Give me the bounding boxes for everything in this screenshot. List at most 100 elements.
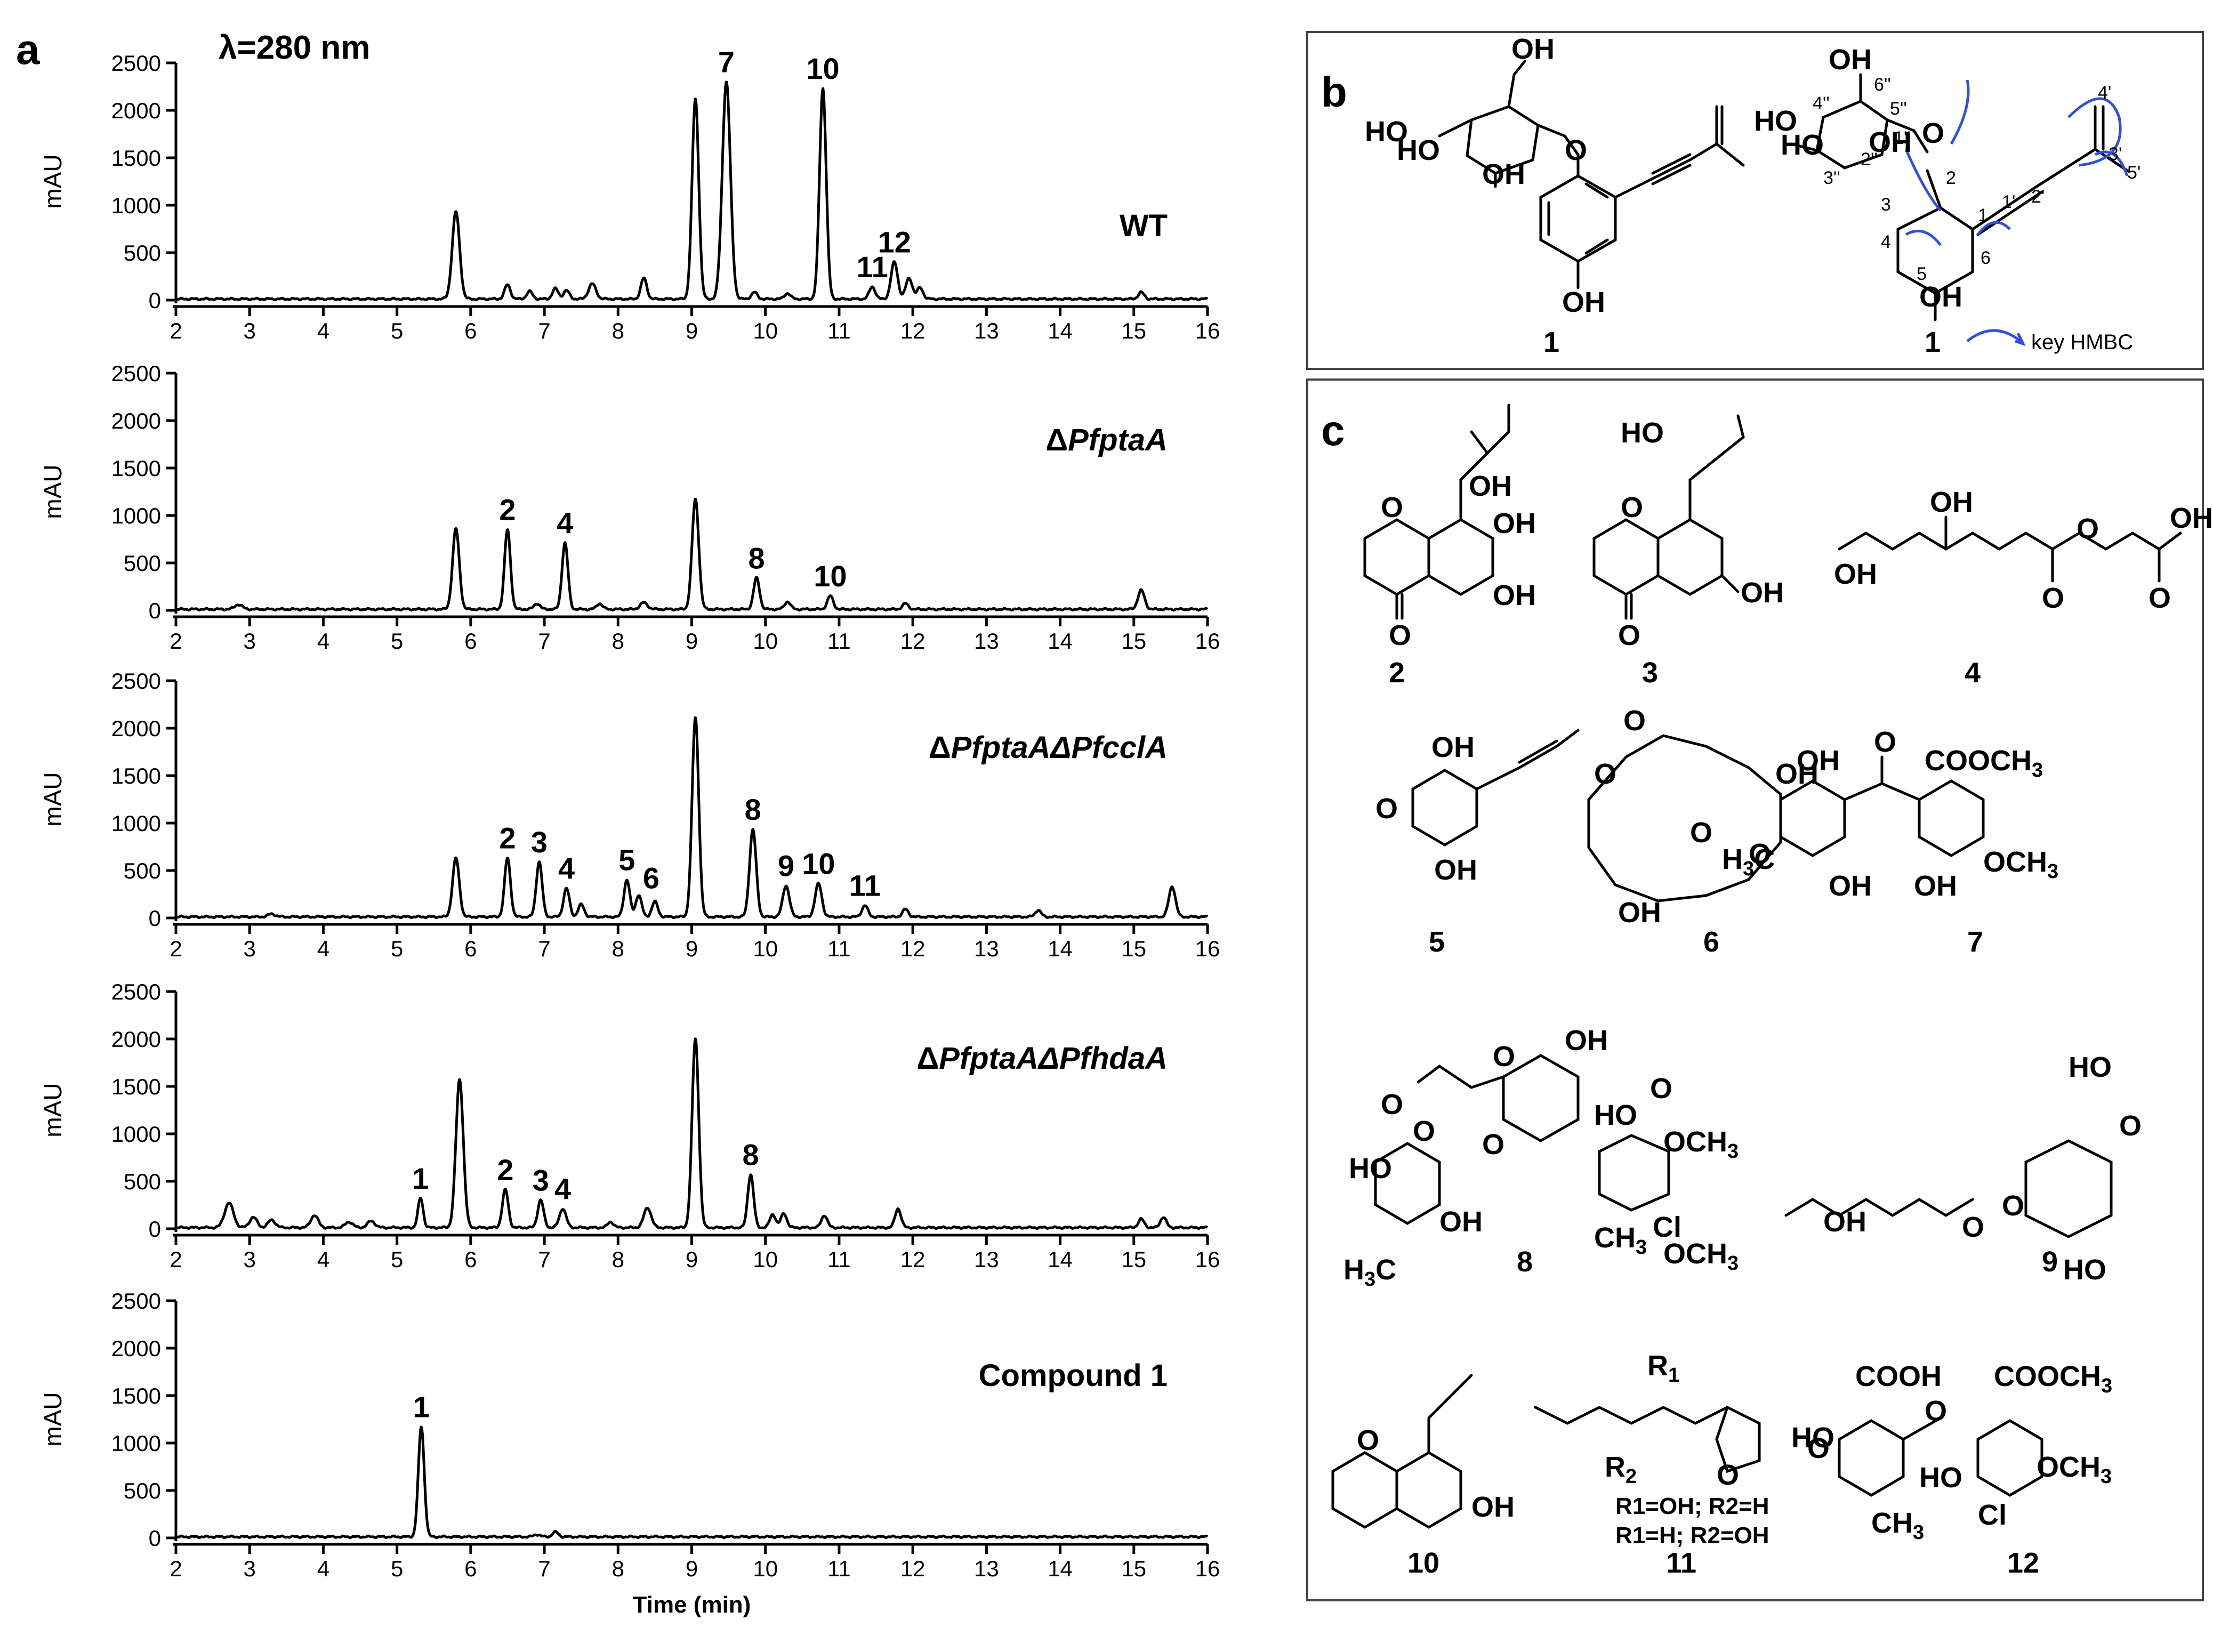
- svg-text:CH3: CH3: [1594, 1222, 1647, 1259]
- y-tick-label: 2000: [111, 1336, 161, 1361]
- svg-text:O: O: [1375, 793, 1398, 825]
- panel-c-box: [1306, 378, 2204, 1601]
- x-tick-label: 13: [974, 318, 999, 343]
- y-tick-label: 1000: [111, 503, 161, 528]
- svg-text:OH: OH: [1434, 854, 1477, 886]
- x-tick-label: 6: [464, 1556, 477, 1581]
- structure-1-right: [1790, 73, 2129, 321]
- svg-text:O: O: [1717, 1459, 1739, 1491]
- x-tick-label: 7: [538, 1247, 550, 1272]
- svg-text:4'': 4'': [1813, 93, 1830, 114]
- svg-text:R1: R1: [1647, 1350, 1679, 1387]
- peak-label: 10: [814, 559, 847, 593]
- peak-label: 10: [806, 52, 839, 85]
- x-tick-label: 12: [900, 1247, 926, 1272]
- x-tick-label: 7: [538, 936, 550, 961]
- svg-text:OCH3: OCH3: [1983, 846, 2058, 883]
- svg-text:1: 1: [1978, 205, 1988, 225]
- trace-line: [175, 80, 1209, 302]
- x-tick-label: 14: [1048, 318, 1073, 343]
- x-tick-label: 9: [686, 1247, 698, 1272]
- y-tick-label: 2500: [111, 1288, 161, 1313]
- svg-text:OH: OH: [1829, 870, 1872, 902]
- x-axis-label: Time (min): [633, 1592, 751, 1618]
- y-tick-label: 500: [124, 240, 161, 265]
- svg-text:HO: HO: [2069, 1051, 2112, 1083]
- compound-1-left-number: 1: [1543, 326, 1559, 358]
- compound-9-number: 9: [2042, 1246, 2058, 1278]
- svg-text:OH: OH: [1741, 577, 1784, 609]
- x-tick-label: 8: [612, 1247, 624, 1272]
- x-tick-label: 13: [974, 936, 999, 961]
- x-tick-label: 6: [464, 936, 477, 961]
- peak-label: 2: [497, 1153, 513, 1187]
- compound-6-number: 6: [1703, 926, 1719, 958]
- peak-label: 5: [618, 843, 635, 877]
- x-tick-label: 12: [900, 936, 926, 961]
- svg-text:O: O: [1962, 1211, 1984, 1243]
- structures-c-labels: OH OH OH O O 2 HO O O OH 3 OH OH O O O O…: [1343, 417, 2213, 1579]
- trace-title: ΔPfptaA: [1045, 423, 1168, 457]
- svg-text:OH: OH: [1493, 507, 1536, 539]
- peak-label: 9: [778, 849, 794, 882]
- structures-c-bonds: [1331, 404, 2182, 1529]
- svg-text:O: O: [1690, 817, 1712, 849]
- svg-text:4': 4': [2098, 83, 2111, 103]
- y-tick-label: 2500: [111, 51, 161, 76]
- x-tick-label: 4: [317, 1247, 329, 1272]
- x-tick-label: 3: [244, 628, 256, 654]
- svg-text:OH: OH: [1823, 1206, 1866, 1238]
- y-tick-label: 1500: [111, 763, 161, 788]
- svg-text:3'': 3'': [1823, 168, 1840, 188]
- x-tick-label: 10: [753, 628, 778, 654]
- x-tick-label: 8: [612, 628, 624, 654]
- x-tick-label: 3: [244, 1247, 256, 1272]
- svg-text:1'': 1'': [1894, 128, 1911, 148]
- x-tick-label: 4: [317, 318, 329, 343]
- x-tick-label: 7: [538, 318, 550, 343]
- peak-label: 8: [749, 541, 765, 575]
- svg-text:O: O: [1874, 726, 1896, 758]
- y-tick-label: 2000: [111, 408, 161, 433]
- svg-text:OH: OH: [1431, 731, 1475, 763]
- svg-text:O: O: [2148, 582, 2171, 614]
- x-tick-label: 8: [612, 318, 624, 343]
- svg-text:3: 3: [1881, 195, 1891, 215]
- x-tick-label: 5: [391, 936, 403, 961]
- svg-text:O: O: [1623, 705, 1646, 737]
- x-tick-label: 9: [686, 936, 698, 961]
- svg-text:HO: HO: [1349, 1153, 1392, 1184]
- peak-label: 12: [878, 225, 911, 259]
- y-tick-label: 2000: [111, 1027, 161, 1052]
- y-tick-label: 0: [149, 1526, 161, 1551]
- y-tick-label: 1000: [111, 193, 161, 218]
- y-tick-label: 2000: [111, 98, 161, 123]
- svg-text:CH3: CH3: [1871, 1507, 1924, 1544]
- panel-a-label: a: [16, 26, 40, 73]
- x-tick-label: 14: [1048, 1247, 1073, 1272]
- y-tick-label: 1000: [111, 811, 161, 836]
- x-tick-label: 14: [1048, 936, 1073, 961]
- svg-text:Cl: Cl: [1978, 1499, 2007, 1531]
- svg-text:COOCH3: COOCH3: [1994, 1360, 2112, 1397]
- trace-line: [175, 497, 1209, 612]
- y-tick-label: 500: [124, 858, 161, 883]
- y-axis-label: mAU: [39, 772, 67, 826]
- x-tick-label: 9: [686, 318, 698, 343]
- y-tick-label: 1500: [111, 1383, 161, 1408]
- svg-text:R2: R2: [1605, 1451, 1637, 1488]
- svg-text:HO: HO: [1621, 417, 1664, 449]
- svg-text:OH: OH: [1469, 470, 1512, 502]
- compound-2-number: 2: [1389, 657, 1405, 689]
- x-tick-label: 15: [1121, 936, 1146, 961]
- y-axis-label: mAU: [39, 1392, 67, 1446]
- x-tick-label: 11: [827, 1556, 851, 1581]
- svg-text:H3C: H3C: [1343, 1254, 1396, 1291]
- svg-text:O: O: [1650, 1073, 1672, 1105]
- x-tick-label: 2: [170, 1556, 182, 1581]
- svg-text:OH: OH: [1829, 44, 1872, 76]
- svg-text:OH: OH: [1618, 897, 1661, 929]
